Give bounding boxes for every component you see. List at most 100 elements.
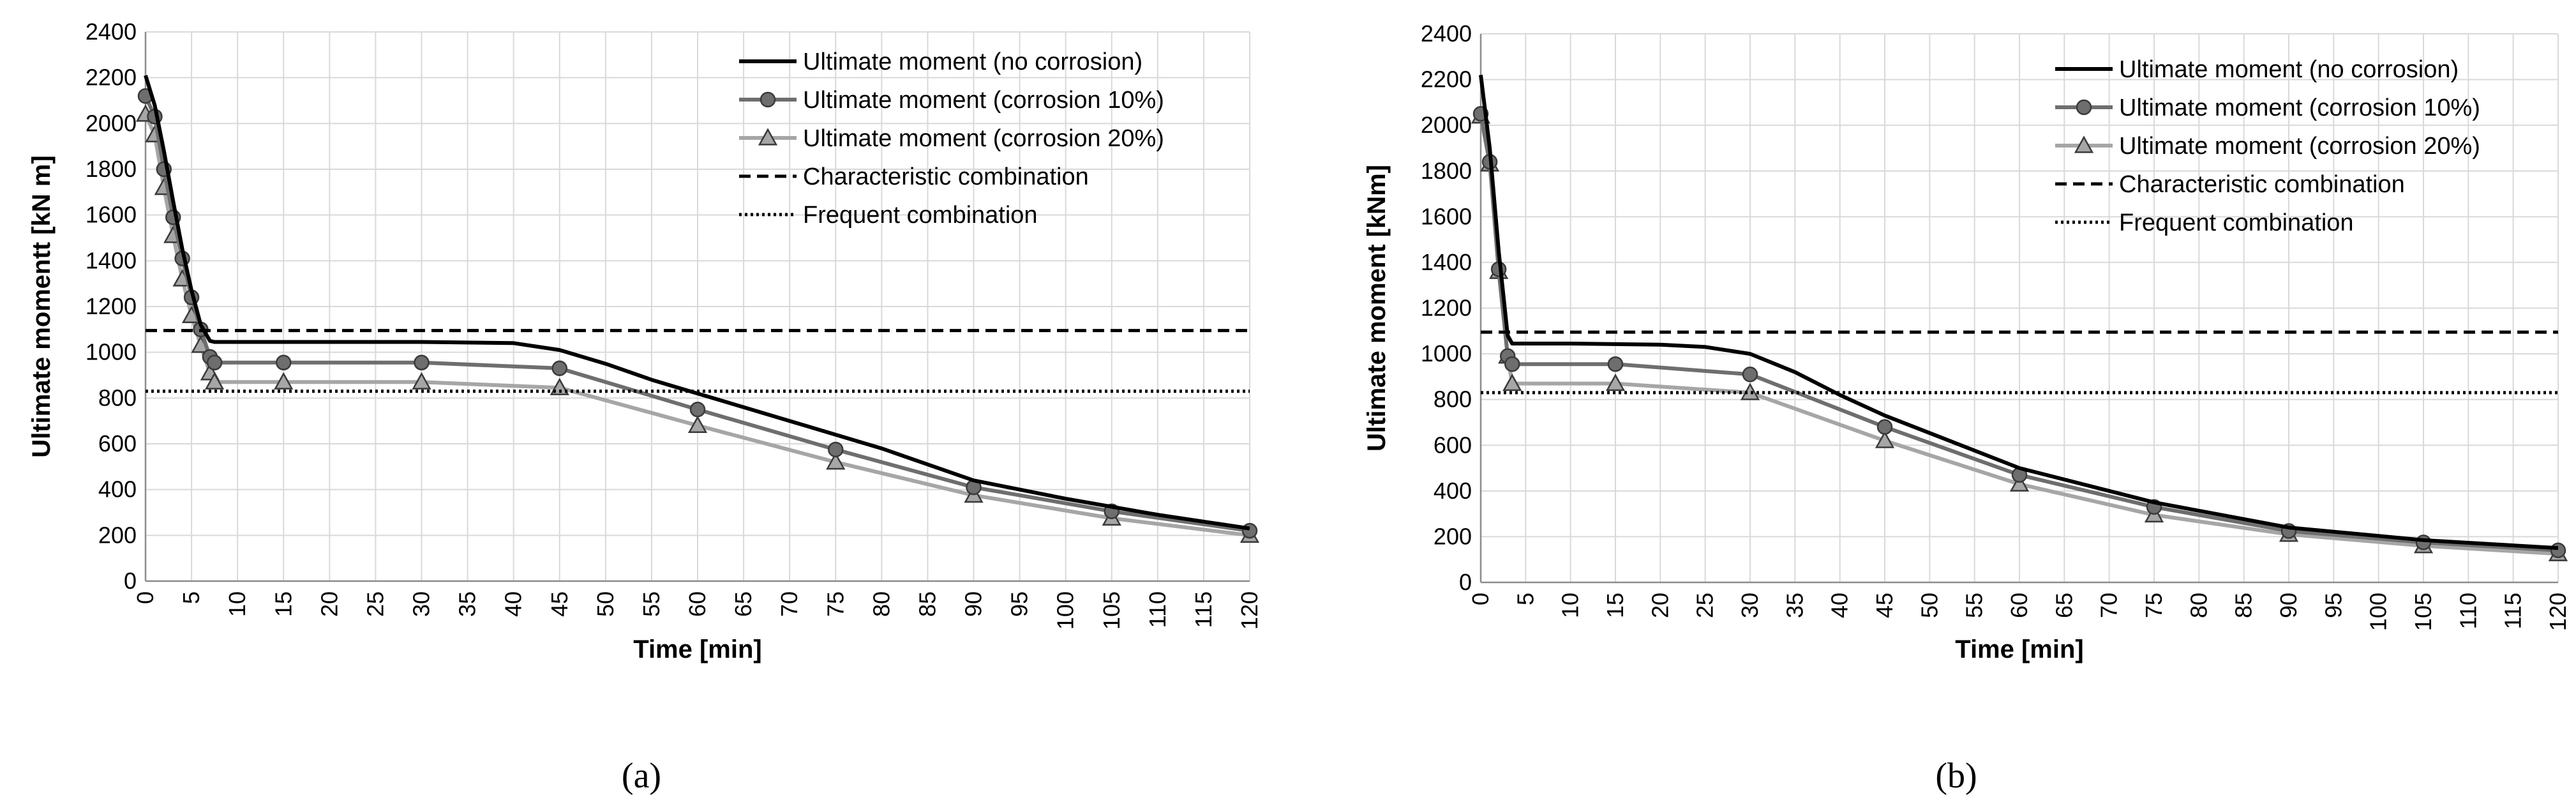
data-point <box>1502 374 1522 391</box>
y-tick-label: 1800 <box>1421 158 1472 184</box>
x-tick-label: 40 <box>1827 593 1853 618</box>
y-tick-label: 800 <box>98 384 137 411</box>
data-point <box>2415 534 2432 550</box>
legend-marker <box>760 91 776 108</box>
data-point <box>1605 374 1626 391</box>
x-tick-label: 100 <box>1052 591 1079 630</box>
x-tick-label: 65 <box>2051 593 2077 618</box>
y-tick-label: 1600 <box>1421 203 1472 229</box>
y-tick-label: 200 <box>98 522 137 548</box>
legend-entry: Ultimate moment (corrosion 20%) <box>803 125 1164 152</box>
x-tick-label: 120 <box>1236 591 1262 630</box>
legend-entry: Ultimate moment (no corrosion) <box>803 49 1142 75</box>
y-axis-title: Ultimate momentt [kN m] <box>27 155 56 457</box>
y-tick-label: 2000 <box>1421 112 1472 138</box>
x-tick-label: 60 <box>684 591 710 617</box>
y-tick-label: 0 <box>124 568 137 594</box>
legend-marker <box>2074 135 2094 153</box>
x-tick-label: 50 <box>1916 593 1942 618</box>
legend-marker <box>758 128 778 146</box>
y-axis-title: Ultimate moment [kNm] <box>1363 165 1391 451</box>
x-tick-label: 20 <box>1647 593 1673 618</box>
legend: Ultimate moment (no corrosion) Ultimate m… <box>2055 56 2480 236</box>
x-tick-label: 120 <box>2545 593 2571 631</box>
x-tick-label: 0 <box>132 591 158 604</box>
x-tick-label: 40 <box>500 591 527 617</box>
y-tick-label: 2000 <box>86 110 137 136</box>
data-point <box>414 354 430 371</box>
grid-lines <box>145 31 1250 582</box>
x-tick-label: 5 <box>1512 593 1538 605</box>
data-point <box>1742 367 1758 383</box>
data-point <box>1504 356 1520 372</box>
x-axis-title: Time [min] <box>633 635 762 663</box>
x-tick-label: 45 <box>546 591 573 617</box>
chart-panel-a: 0200400600800100012001400160018002000220… <box>27 19 1262 796</box>
chart-panel-b: 0200400600800100012001400160018002000220… <box>1363 20 2571 796</box>
x-tick-label: 80 <box>2185 593 2212 618</box>
x-tick-label: 45 <box>1871 593 1898 618</box>
x-tick-label: 15 <box>270 591 296 617</box>
legend-entry: Ultimate moment (no corrosion) <box>2119 56 2459 83</box>
data-point <box>2009 474 2030 492</box>
series-line <box>144 75 1250 531</box>
x-tick-label: 30 <box>1737 593 1763 618</box>
data-point <box>828 441 844 458</box>
x-tick-label: 115 <box>1190 591 1217 628</box>
data-point <box>1875 430 1895 448</box>
x-tick-label: 85 <box>914 591 940 617</box>
x-tick-label: 90 <box>961 591 987 617</box>
data-point <box>205 372 225 390</box>
x-tick-label: 30 <box>408 591 435 617</box>
y-tick-label: 1000 <box>86 339 137 365</box>
y-tick-label: 400 <box>98 476 137 503</box>
x-tick-label: 75 <box>2141 593 2167 618</box>
data-point <box>687 415 708 433</box>
x-tick-label: 35 <box>454 591 481 617</box>
data-point <box>274 372 294 390</box>
x-tick-label: 60 <box>2006 593 2032 618</box>
x-tick-label: 85 <box>2231 593 2257 618</box>
data-point <box>551 360 567 376</box>
x-tick-label: 105 <box>1098 591 1125 630</box>
series-1 <box>144 75 1250 531</box>
data-point <box>1876 419 1893 435</box>
x-tick-label: 50 <box>592 591 618 617</box>
x-tick-label: 90 <box>2275 593 2302 618</box>
x-tick-label: 80 <box>868 591 894 617</box>
x-tick-label: 105 <box>2410 593 2436 631</box>
x-tick-label: 5 <box>178 591 204 604</box>
x-tick-label: 35 <box>1781 593 1808 618</box>
x-tick-label: 110 <box>1144 591 1171 628</box>
x-tick-label: 10 <box>224 591 250 617</box>
y-tick-label: 1800 <box>86 156 137 182</box>
legend-entry: Characteristic combination <box>2119 171 2405 198</box>
x-tick-label: 95 <box>2320 593 2346 618</box>
y-tick-label: 1000 <box>1421 340 1472 367</box>
x-tick-label: 115 <box>2500 593 2526 629</box>
x-tick-label: 25 <box>1692 593 1718 618</box>
legend-entry: Ultimate moment (corrosion 20%) <box>2119 133 2480 160</box>
legend-entry: Frequent combination <box>2119 209 2354 236</box>
x-tick-label: 10 <box>1557 593 1584 618</box>
x-tick-label: 95 <box>1007 591 1033 617</box>
data-point <box>2550 542 2566 559</box>
data-point <box>826 452 846 470</box>
panel-label: (b) <box>1935 756 1977 796</box>
panel-label: (a) <box>622 756 661 796</box>
x-tick-label: 110 <box>2455 593 2481 629</box>
x-tick-label: 55 <box>1961 593 1988 618</box>
legend-entry: Ultimate moment (corrosion 10%) <box>803 87 1164 114</box>
y-tick-label: 1200 <box>86 293 137 319</box>
x-tick-label: 65 <box>730 591 756 617</box>
y-tick-label: 400 <box>1434 478 1472 504</box>
y-tick-label: 2200 <box>1421 66 1472 93</box>
legend-marker <box>2076 99 2092 116</box>
data-point <box>276 354 292 371</box>
y-tick-label: 2400 <box>1421 20 1472 47</box>
legend-entry: Ultimate moment (corrosion 10%) <box>2119 95 2480 121</box>
data-point <box>412 372 431 390</box>
data-point <box>1607 356 1624 372</box>
y-tick-label: 1400 <box>1421 249 1472 275</box>
